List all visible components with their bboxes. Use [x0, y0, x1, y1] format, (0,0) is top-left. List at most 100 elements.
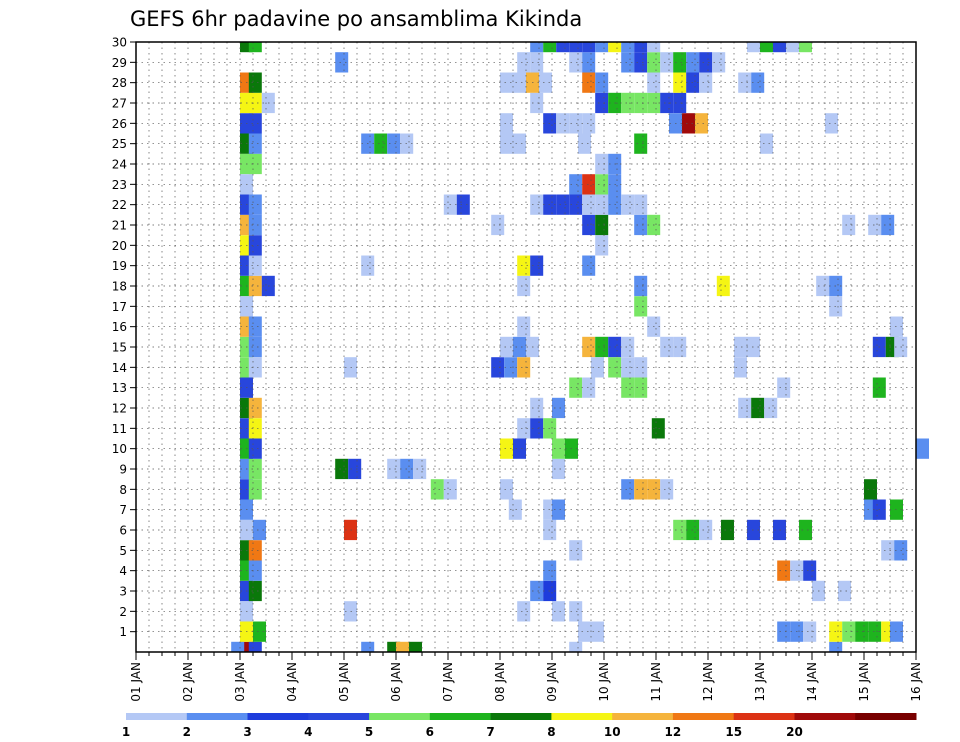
heatmap-cell [695, 113, 708, 134]
y-tick-label: 27 [112, 97, 127, 111]
x-tick-label: 06 JAN [389, 662, 403, 702]
y-tick-label: 30 [112, 36, 127, 50]
heatmap-cell [634, 296, 648, 317]
heatmap-cell [842, 214, 856, 236]
heatmap-cell [569, 377, 583, 398]
heatmap-cell [248, 397, 262, 419]
heatmap-cell [868, 621, 882, 642]
heatmap-cell [582, 214, 596, 236]
heatmap-cell [799, 42, 812, 53]
y-tick-label: 1 [119, 625, 127, 639]
y-tick-label: 10 [112, 442, 127, 456]
heatmap-cell [621, 194, 635, 215]
heatmap-cell [773, 42, 786, 53]
heatmap-cell [569, 42, 583, 53]
heatmap-cell [248, 418, 262, 439]
y-tick-label: 21 [112, 219, 127, 233]
heatmap-cell [530, 92, 544, 114]
heatmap-cell [734, 336, 747, 358]
heatmap-cell [552, 458, 565, 480]
y-tick-label: 15 [112, 341, 127, 355]
heatmap-cell [582, 336, 596, 358]
heatmap-cell [595, 42, 609, 53]
x-tick-label: 16 JAN [909, 662, 923, 702]
heatmap-cell [578, 621, 591, 642]
colorbar-swatch [308, 713, 370, 720]
heatmap-cell [240, 641, 253, 652]
heatmap-cell [595, 235, 609, 256]
heatmap-cell [738, 72, 752, 93]
heatmap-cell [595, 92, 609, 114]
heatmap-cell [621, 52, 635, 73]
heatmap-cell [595, 214, 609, 236]
heatmap-cell [569, 174, 583, 195]
heatmap-cell [651, 418, 665, 439]
y-tick-label: 11 [112, 422, 127, 436]
heatmap-cell [868, 214, 882, 236]
heatmap-cell [361, 641, 375, 652]
heatmap-cell [760, 133, 773, 154]
heatmap-cell [248, 357, 262, 378]
heatmap-cell [500, 479, 513, 500]
heatmap-cell [517, 601, 531, 622]
colorbar-swatch [490, 713, 552, 720]
colorbar-label: 2 [183, 725, 191, 739]
heatmap-cell [500, 438, 513, 459]
colorbar-label: 20 [786, 725, 803, 739]
y-axis: 1234567891011121314151617181920212223242… [112, 36, 136, 639]
heatmap-cell [248, 560, 262, 581]
heatmap-cell [621, 336, 635, 358]
heatmap-cell [556, 42, 570, 53]
y-tick-label: 23 [112, 178, 127, 192]
heatmap-cell [530, 397, 544, 419]
heatmap-cell [430, 479, 444, 500]
heatmap-cell [396, 641, 409, 652]
heatmap-cell [682, 113, 695, 134]
colorbar-swatch [551, 713, 613, 720]
heatmap-cell [712, 52, 726, 73]
heatmap-cell [248, 113, 262, 134]
heatmap-cell [248, 479, 262, 500]
heatmap-cell [595, 153, 609, 175]
heatmap-cell [591, 621, 604, 642]
y-tick-label: 17 [112, 300, 127, 314]
colorbar-label: 12 [665, 725, 682, 739]
heatmap-cell [517, 316, 531, 337]
heatmap-cell [634, 42, 648, 53]
heatmap-cell [248, 438, 262, 459]
heatmap-cell [513, 72, 526, 93]
heatmap-cell [582, 52, 596, 73]
heatmap-cell [621, 357, 635, 378]
heatmap-cell [864, 479, 877, 500]
heatmap-cell [582, 72, 596, 93]
heatmap-cell [517, 275, 531, 297]
y-tick-label: 19 [112, 259, 127, 273]
heatmap-cell [634, 52, 648, 73]
heatmap-cell [582, 255, 596, 276]
heatmap-cell [786, 42, 799, 53]
x-tick-label: 14 JAN [805, 662, 819, 702]
y-tick-label: 25 [112, 137, 127, 151]
colorbar-label: 3 [243, 725, 251, 739]
heatmap-cell [760, 42, 773, 53]
heatmap-cell [248, 336, 262, 358]
heatmap-cell [248, 72, 262, 93]
heatmap-cell [491, 214, 505, 236]
y-tick-label: 29 [112, 56, 127, 70]
x-tick-label: 08 JAN [493, 662, 507, 702]
y-tick-label: 12 [112, 402, 127, 416]
x-tick-label: 12 JAN [701, 662, 715, 702]
heatmap-cell [621, 42, 635, 53]
heatmap-cell [803, 560, 817, 581]
heatmap-cell [248, 458, 262, 480]
heatmap-cell [387, 458, 401, 480]
colorbar-swatch [612, 713, 674, 720]
heatmap-cell [673, 336, 687, 358]
heatmap-cell [660, 336, 674, 358]
heatmap-cell [456, 194, 470, 215]
heatmap-cell [838, 580, 851, 602]
heatmap-cell [508, 499, 522, 520]
colorbar-label: 4 [304, 725, 312, 739]
heatmap-cell [621, 479, 635, 500]
heatmap-cell [248, 92, 262, 114]
